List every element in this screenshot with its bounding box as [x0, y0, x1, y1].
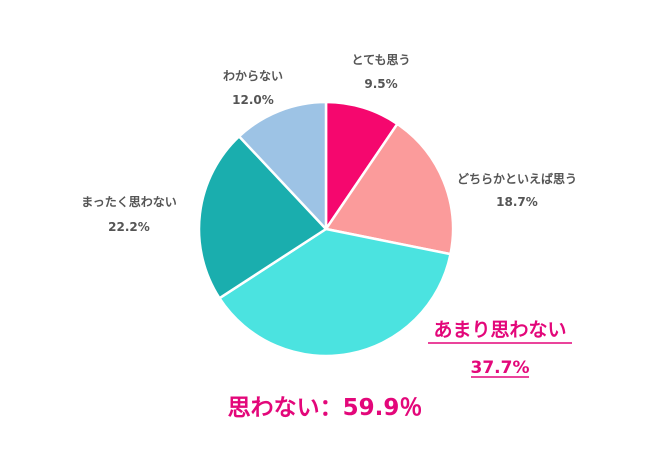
slice-label-3: あまり思わない — [433, 319, 566, 341]
slice-value-5: 12.0% — [232, 93, 274, 107]
slice-value-4: 22.2% — [108, 220, 150, 234]
slice-value-3: 37.7% — [471, 358, 530, 378]
slice-value-2: 18.7% — [496, 195, 538, 209]
slice-label-2: どちらかといえば思う — [457, 171, 577, 186]
pie-slice-5 — [237, 100, 328, 231]
slice-value-1: 9.5% — [364, 77, 397, 91]
pie-slice-4 — [197, 135, 328, 300]
slice-label-1: とても思う — [351, 53, 410, 67]
slice-label-4: まったく思わない — [81, 195, 177, 209]
summary-total: 思わない：59.9％ — [227, 395, 423, 421]
pie-slice-1 — [324, 100, 399, 231]
slice-label-5: わからない — [223, 69, 283, 83]
pie-slice-2 — [324, 122, 455, 256]
